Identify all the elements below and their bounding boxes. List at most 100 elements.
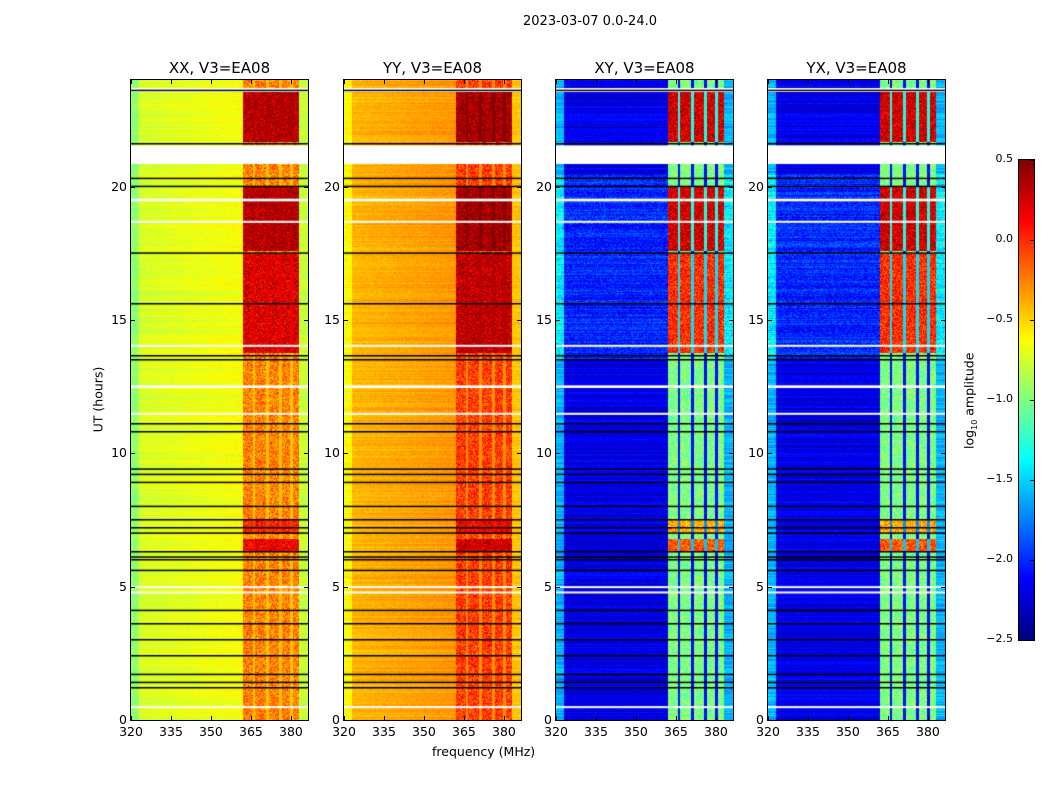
y-tick-label: 15 [324,312,340,327]
heatmap-2 [556,80,733,720]
x-tick-mark [715,716,717,720]
x-tick-mark [807,80,809,84]
y-tick-label: 15 [536,312,552,327]
x-tick-mark [131,80,132,84]
y-tick-label: 10 [111,445,127,461]
x-tick-mark [423,716,425,720]
y-tick-mark [517,586,521,588]
y-tick-mark [344,320,348,321]
y-tick-mark [556,586,560,588]
y-tick-mark [131,453,135,455]
y-tick-mark [556,720,560,721]
x-tick-mark [250,80,252,84]
y-tick-mark [941,720,945,721]
y-tick-mark [768,320,772,321]
x-tick-mark [423,80,425,84]
y-tick-label: 10 [536,445,552,461]
x-tick-mark [383,716,385,720]
x-tick-mark [635,716,637,720]
x-tick-mark [290,716,292,720]
y-tick-mark [304,320,308,321]
y-tick-mark [304,586,308,588]
x-tick-mark [927,716,929,720]
y-tick-mark [556,453,560,455]
x-tick-label: 380 [916,724,940,739]
y-tick-mark [131,320,135,321]
y-tick-mark [344,186,348,188]
x-tick-label: 335 [159,724,183,739]
colorbar-tick-label: −2.0 [986,552,1013,565]
x-tick-mark [715,80,717,84]
x-tick-mark [210,716,212,720]
x-tick-label: 335 [796,724,820,739]
x-tick-label: 320 [544,724,568,739]
y-tick-mark [304,186,308,188]
y-tick-mark [729,453,733,455]
colorbar-tick-mark [1030,560,1034,561]
colorbar-tick-mark [1030,320,1034,321]
x-tick-label: 350 [199,724,223,739]
heatmap-1 [344,80,521,720]
y-tick-mark [556,320,560,321]
colorbar-tick-label: −2.5 [986,632,1013,645]
x-tick-mark [290,80,292,84]
y-tick-mark [131,720,135,721]
x-tick-mark [768,80,769,84]
panel-title: XX, V3=EA08 [168,59,271,77]
x-tick-mark [887,80,889,84]
x-tick-mark [847,716,849,720]
y-tick-mark [517,186,521,188]
y-tick-mark [768,586,772,588]
y-tick-mark [768,720,772,721]
x-tick-mark [675,716,677,720]
panel-title: YY, V3=EA08 [382,59,483,77]
y-tick-mark [941,186,945,188]
y-tick-mark [131,586,135,588]
x-tick-label: 365 [452,724,476,739]
y-tick-label: 10 [748,445,764,461]
y-tick-label: 20 [748,178,764,194]
y-tick-mark [729,186,733,188]
y-tick-label: 20 [536,178,552,194]
x-tick-mark [170,80,172,84]
colorbar-tick-mark [1030,640,1034,641]
x-tick-mark [463,716,465,720]
x-tick-mark [556,80,557,84]
y-tick-label: 0 [332,712,340,727]
y-tick-label: 0 [756,712,764,727]
y-tick-mark [941,586,945,588]
x-tick-label: 380 [704,724,728,739]
y-tick-label: 5 [119,578,127,594]
y-tick-mark [131,186,135,188]
colorbar-tick-mark [1030,480,1034,481]
colorbar-tick-label: 0.5 [995,152,1014,165]
x-tick-mark [675,80,677,84]
colorbar-tick-mark [1030,240,1034,241]
x-tick-mark [927,80,929,84]
x-tick-mark [210,80,212,84]
x-tick-mark [807,716,809,720]
x-tick-mark [131,716,132,720]
x-tick-label: 320 [332,724,356,739]
x-tick-label: 365 [664,724,688,739]
x-tick-label: 350 [836,724,860,739]
panel-title: XY, V3=EA08 [594,59,695,77]
y-tick-label: 5 [332,578,340,594]
colorbar-label: log10 amplitude [961,351,979,451]
colorbar-tick-mark [1030,400,1034,401]
x-tick-mark [463,80,465,84]
y-tick-label: 0 [544,712,552,727]
y-tick-mark [344,720,348,721]
x-tick-mark [887,716,889,720]
x-axis-label: frequency (MHz) [432,744,536,759]
colorbar-tick-label: −1.5 [986,472,1013,485]
y-tick-label: 20 [324,178,340,194]
colorbar-label-sub: 10 [969,419,979,430]
colorbar-tick-label: 0.0 [995,232,1014,245]
y-tick-mark [517,453,521,455]
x-tick-label: 320 [756,724,780,739]
y-axis-label: UT (hours) [90,366,106,433]
y-tick-mark [304,453,308,455]
figure-title: 2023-03-07 0.0-24.0 [523,14,657,29]
x-tick-mark [556,716,557,720]
